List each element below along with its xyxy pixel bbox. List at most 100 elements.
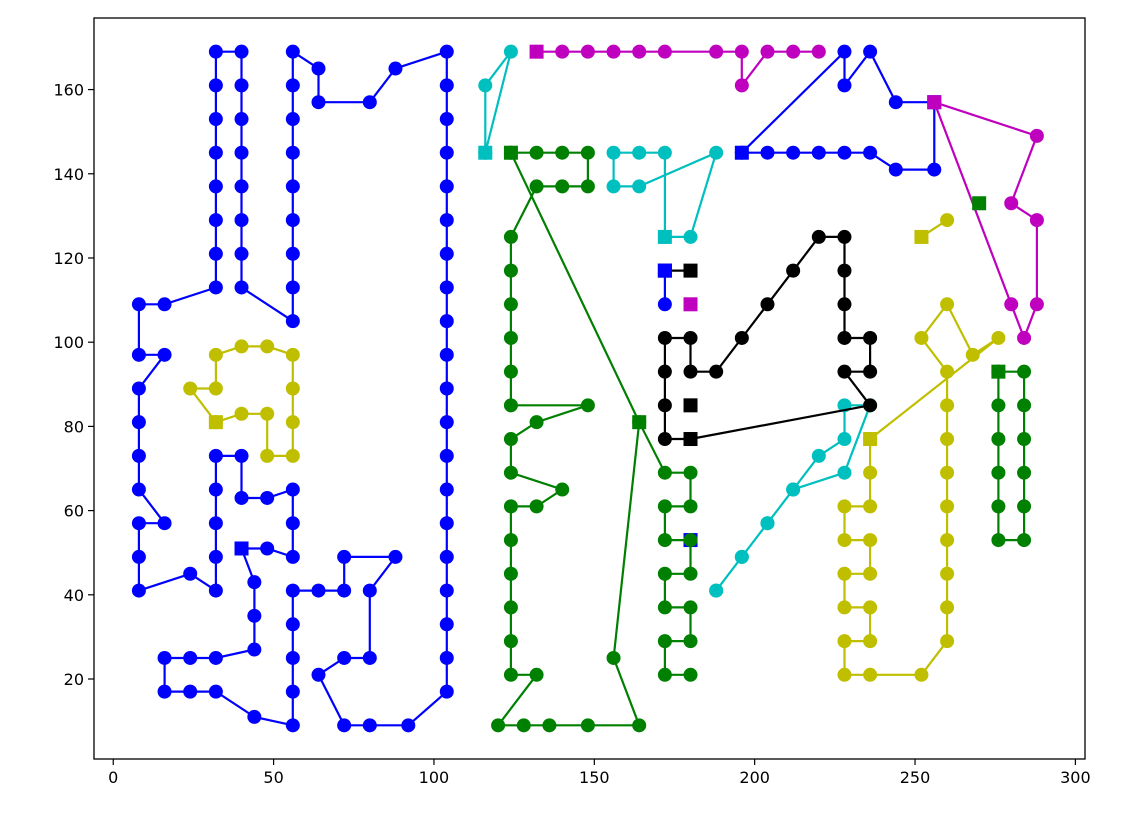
- point-marker: [183, 650, 198, 665]
- point-marker: [311, 583, 326, 598]
- point-marker: [439, 314, 454, 329]
- point-marker: [657, 229, 672, 244]
- point-marker: [606, 650, 621, 665]
- point-marker: [503, 465, 518, 480]
- y-tick-label: 120: [53, 249, 84, 268]
- point-marker: [131, 381, 146, 396]
- point-marker: [503, 297, 518, 312]
- point-marker: [234, 145, 249, 160]
- point-marker: [734, 330, 749, 345]
- point-marker: [183, 684, 198, 699]
- point-marker: [760, 145, 775, 160]
- point-marker: [234, 78, 249, 93]
- point-marker: [837, 432, 852, 447]
- point-marker: [606, 145, 621, 160]
- point-marker: [131, 583, 146, 598]
- point-marker: [260, 448, 275, 463]
- point-marker: [503, 533, 518, 548]
- point-marker: [208, 347, 223, 362]
- point-marker: [940, 432, 955, 447]
- point-marker: [131, 297, 146, 312]
- point-marker: [208, 179, 223, 194]
- point-marker: [503, 600, 518, 615]
- point-marker: [260, 339, 275, 354]
- point-marker: [285, 280, 300, 295]
- point-marker: [208, 448, 223, 463]
- point-marker: [991, 465, 1006, 480]
- point-marker: [439, 448, 454, 463]
- point-marker: [529, 499, 544, 514]
- point-marker: [1017, 499, 1032, 514]
- point-marker: [285, 179, 300, 194]
- y-tick-label: 140: [53, 165, 84, 184]
- point-marker: [131, 482, 146, 497]
- point-marker: [863, 634, 878, 649]
- point-marker: [234, 179, 249, 194]
- point-marker: [285, 650, 300, 665]
- point-marker: [940, 297, 955, 312]
- point-marker: [657, 499, 672, 514]
- point-marker: [285, 246, 300, 261]
- point-marker: [183, 566, 198, 581]
- point-marker: [683, 667, 698, 682]
- point-marker: [1017, 330, 1032, 345]
- point-marker: [1029, 213, 1044, 228]
- point-marker: [362, 718, 377, 733]
- point-marker: [837, 634, 852, 649]
- point-marker: [786, 145, 801, 160]
- point-marker: [709, 583, 724, 598]
- point-marker: [657, 533, 672, 548]
- point-marker: [657, 398, 672, 413]
- point-marker: [157, 650, 172, 665]
- point-marker: [439, 650, 454, 665]
- point-marker: [734, 145, 749, 160]
- point-marker: [285, 381, 300, 396]
- point-marker: [529, 667, 544, 682]
- point-marker: [439, 213, 454, 228]
- depot-marker: [632, 415, 647, 430]
- point-marker: [503, 432, 518, 447]
- depot-marker: [972, 196, 987, 211]
- point-marker: [503, 364, 518, 379]
- point-marker: [734, 44, 749, 59]
- point-marker: [285, 44, 300, 59]
- depot-marker: [657, 263, 672, 278]
- point-marker: [260, 490, 275, 505]
- point-marker: [940, 600, 955, 615]
- x-tick-label: 100: [419, 768, 450, 787]
- point-marker: [580, 44, 595, 59]
- point-marker: [657, 432, 672, 447]
- point-marker: [503, 634, 518, 649]
- point-marker: [632, 145, 647, 160]
- route-line: [484, 51, 512, 153]
- point-marker: [683, 533, 698, 548]
- point-marker: [439, 112, 454, 127]
- point-marker: [786, 44, 801, 59]
- point-marker: [208, 650, 223, 665]
- point-marker: [657, 44, 672, 59]
- point-marker: [863, 432, 878, 447]
- point-marker: [683, 634, 698, 649]
- point-marker: [940, 465, 955, 480]
- point-marker: [811, 145, 826, 160]
- point-marker: [439, 280, 454, 295]
- point-marker: [927, 95, 942, 110]
- point-marker: [439, 145, 454, 160]
- x-tick-label: 150: [579, 768, 610, 787]
- point-marker: [837, 465, 852, 480]
- point-marker: [555, 179, 570, 194]
- point-marker: [285, 684, 300, 699]
- point-marker: [529, 145, 544, 160]
- point-marker: [401, 718, 416, 733]
- route-line: [495, 151, 641, 727]
- point-marker: [503, 566, 518, 581]
- point-marker: [734, 78, 749, 93]
- point-marker: [503, 263, 518, 278]
- point-marker: [439, 482, 454, 497]
- depot-marker: [914, 229, 929, 244]
- point-marker: [837, 330, 852, 345]
- y-tick-label: 60: [64, 502, 84, 521]
- point-marker: [208, 44, 223, 59]
- point-marker: [683, 432, 698, 447]
- point-marker: [208, 549, 223, 564]
